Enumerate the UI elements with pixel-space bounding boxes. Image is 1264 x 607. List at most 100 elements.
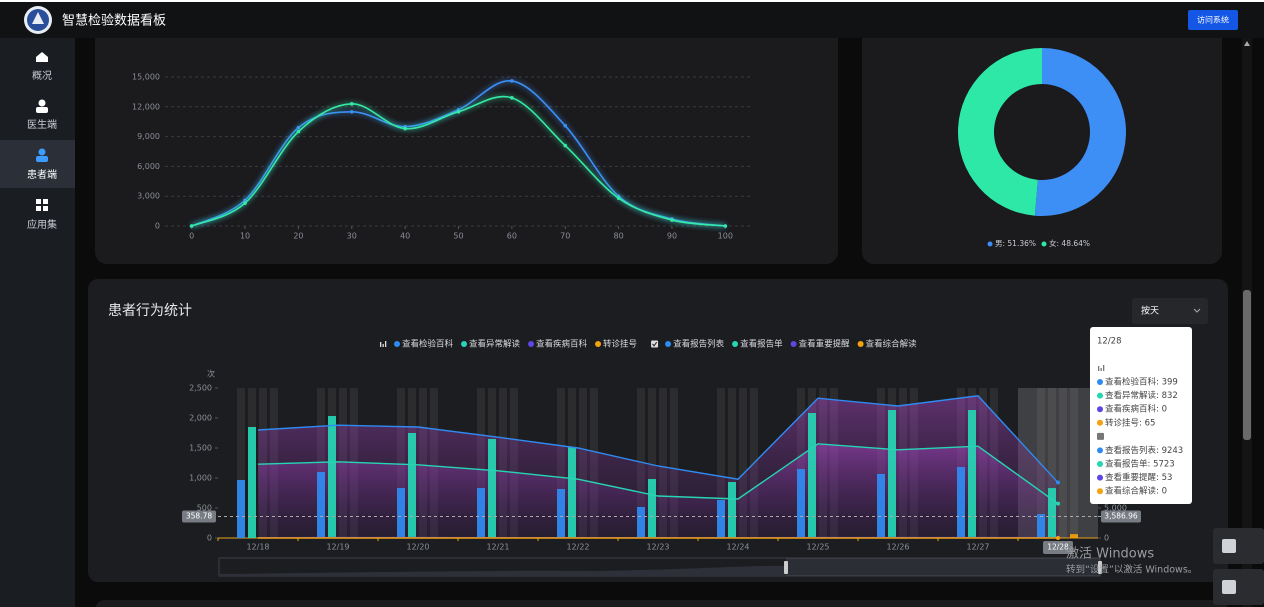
pointer-label-box [1043, 541, 1073, 554]
bar [877, 473, 885, 538]
bar [728, 482, 736, 538]
legend-label[interactable]: 查看报告单 [740, 339, 783, 350]
y-tick-label: 3,000 [137, 192, 160, 201]
point [563, 123, 568, 128]
bar [568, 446, 576, 538]
legend-label[interactable]: 查看检验百科 [402, 339, 454, 350]
y2-tick-label: 0 [1104, 534, 1109, 543]
legend-label[interactable]: 查看报告列表 [673, 339, 725, 350]
point [243, 198, 247, 202]
zoom-window[interactable] [786, 558, 1100, 576]
bar-background [659, 388, 667, 538]
legend-label[interactable]: 转诊挂号 [603, 339, 637, 350]
legend-dot [987, 241, 993, 247]
point [349, 109, 354, 114]
pointer-label: 3,586.96 [1104, 511, 1138, 520]
tooltip-dot [1097, 406, 1103, 413]
tooltip-dot [1097, 461, 1103, 467]
tooltip-icon [1098, 366, 1100, 371]
x-tick-label: 90 [667, 232, 677, 241]
legend-label: 女: 48.64% [1049, 238, 1090, 248]
y-tick-label: 9,000 [137, 132, 160, 141]
sidebar-item[interactable]: 患者端 [27, 168, 57, 181]
line-area [258, 443, 1058, 538]
legend-label[interactable]: 查看疾病百科 [536, 339, 588, 350]
y-tick-label: 12,000 [132, 102, 160, 111]
bar [397, 488, 405, 538]
x-tick-label: 12/26 [886, 543, 909, 552]
tooltip-dot [1097, 474, 1103, 481]
dropdown-label[interactable]: 按天 [1141, 305, 1159, 317]
panel-title: 患者行为统计 [108, 303, 192, 319]
point [1056, 536, 1060, 540]
legend-dot [857, 341, 864, 347]
tooltip: 12/28 查看检验百科: 399 查看异常解读: 832 查看疾病百科: 0 转诊挂… [1090, 327, 1192, 504]
point [296, 129, 301, 134]
bar [477, 488, 485, 538]
header-top [0, 0, 1264, 2]
sidebar-item[interactable]: 概况 [32, 69, 52, 82]
tooltip-dot [1097, 392, 1103, 399]
x-tick-label: 30 [347, 232, 357, 241]
dropdown-arrow[interactable] [1193, 308, 1201, 313]
legend-dot [394, 341, 400, 347]
pie-slice [1034, 48, 1126, 216]
x-tick-label: 80 [613, 232, 623, 241]
pointer-label: 12/28 [1047, 543, 1069, 552]
float-icon[interactable] [1222, 580, 1236, 594]
bar-background [670, 388, 678, 538]
bar [328, 416, 336, 538]
visit-button-label[interactable]: 访问系统 [1197, 15, 1229, 25]
float-icon[interactable] [1222, 539, 1236, 553]
tooltip-title: 12/28 [1097, 337, 1122, 347]
legend-label[interactable]: 查看重要提醒 [799, 339, 851, 350]
sidebar-item[interactable]: 医生端 [27, 118, 57, 131]
zoom-handle[interactable] [1098, 561, 1102, 574]
scrollbar-thumb[interactable] [1243, 290, 1251, 440]
scroll-up[interactable] [1244, 41, 1250, 46]
header [0, 0, 1264, 38]
y2-tick-label: 5,000 [1104, 504, 1127, 513]
x-tick-label: 12/20 [406, 543, 429, 552]
zoom-handle[interactable] [784, 561, 788, 574]
float-button[interactable] [1213, 569, 1264, 605]
icon-patient [36, 148, 48, 162]
float-button[interactable] [1213, 528, 1264, 564]
x-tick-label: 12/25 [806, 543, 829, 552]
bar [717, 500, 725, 538]
x-tick-label: 12/22 [566, 543, 589, 552]
bar-background [717, 388, 725, 538]
line-series [257, 443, 1059, 505]
bar [637, 506, 645, 538]
point [510, 79, 514, 83]
bar-background [1048, 388, 1056, 538]
sidebar-item[interactable]: 应用集 [27, 218, 57, 231]
y-tick-label: 0 [155, 222, 160, 231]
y-tick-label: 2,500 [189, 384, 212, 393]
legend-label[interactable]: 查看异常解读 [469, 339, 521, 350]
sidebar-active [0, 140, 75, 188]
dropdown[interactable] [1132, 298, 1208, 324]
legend-group-icon [651, 340, 659, 348]
visit-button[interactable] [1188, 10, 1238, 30]
bar [408, 433, 416, 538]
x-tick-label: 12/19 [326, 543, 349, 552]
x-tick-label: 60 [507, 232, 517, 241]
x-tick-label: 50 [453, 232, 463, 241]
pie-slice [957, 48, 1042, 216]
tooltip-item: 查看报告列表: 9243 [1105, 445, 1183, 456]
bar [1048, 488, 1056, 538]
tooltip-icon [1097, 432, 1104, 440]
icon-home [36, 52, 48, 62]
y-tick-label: 500 [197, 504, 212, 513]
point [723, 224, 728, 228]
point [456, 109, 461, 114]
x-tick-label: 12/27 [966, 543, 989, 552]
legend-label[interactable]: 查看综合解读 [866, 339, 918, 350]
y-tick-label: 1,500 [189, 444, 212, 453]
sidebar [0, 38, 75, 607]
watermark: 激活 Windows [1066, 547, 1154, 562]
bar-background [739, 388, 747, 538]
legend-dot [790, 341, 797, 347]
